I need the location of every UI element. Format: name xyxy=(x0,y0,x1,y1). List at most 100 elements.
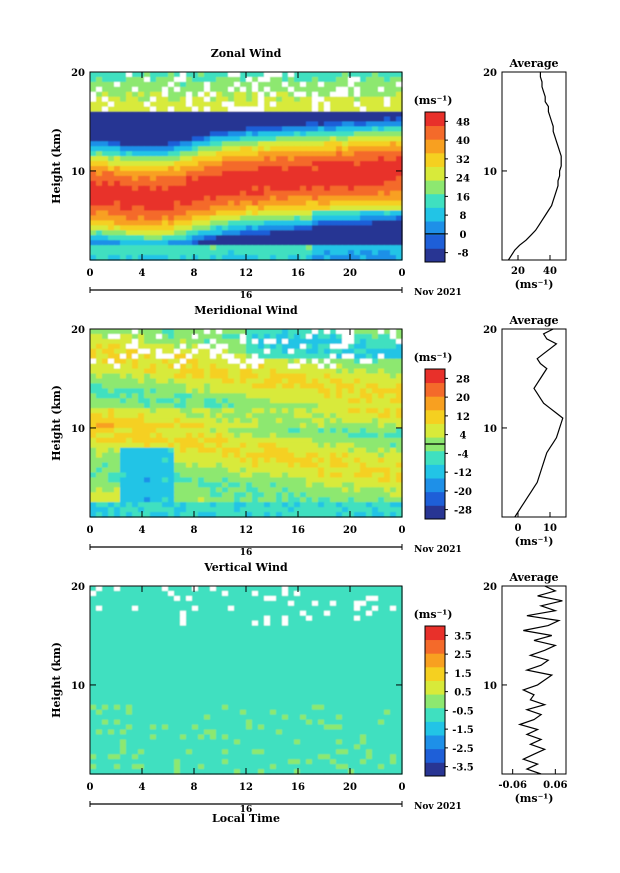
heatmap-cell xyxy=(180,447,187,454)
heatmap-cell xyxy=(252,502,259,508)
heatmap-cell xyxy=(126,200,133,207)
heatmap-cell xyxy=(270,665,277,671)
heatmap-cell xyxy=(282,255,289,261)
heatmap-cell xyxy=(144,472,151,479)
heatmap-cell xyxy=(216,590,223,597)
heatmap-cell xyxy=(282,625,289,632)
heatmap-cell xyxy=(378,462,385,469)
heatmap-cell xyxy=(228,447,235,454)
heatmap-cell xyxy=(246,235,253,241)
heatmap-cell xyxy=(90,368,97,375)
heatmap-cell xyxy=(246,161,253,167)
heatmap-cell xyxy=(132,393,139,399)
heatmap-cell xyxy=(378,660,385,666)
heatmap-cell xyxy=(300,427,307,434)
heatmap-cell xyxy=(144,462,151,469)
heatmap-cell xyxy=(336,467,343,474)
heatmap-cell xyxy=(258,610,265,617)
heatmap-cell xyxy=(288,368,295,375)
heatmap-cell xyxy=(312,457,319,464)
heatmap-cell xyxy=(102,338,109,345)
heatmap-cell xyxy=(102,255,109,261)
heatmap-cell xyxy=(246,368,253,375)
heatmap-cell xyxy=(144,403,151,409)
heatmap-cell xyxy=(336,151,343,157)
heatmap-cell xyxy=(312,230,319,236)
heatmap-cell xyxy=(264,383,271,389)
heatmap-cell xyxy=(330,101,337,108)
heatmap-cell xyxy=(108,586,115,592)
heatmap-cell xyxy=(150,358,157,365)
heatmap-cell xyxy=(126,136,133,142)
heatmap-cell xyxy=(390,348,397,355)
heatmap-cell xyxy=(294,442,301,449)
heatmap-cell xyxy=(330,116,337,123)
heatmap-cell xyxy=(180,106,187,113)
heatmap-cell xyxy=(306,76,313,83)
heatmap-cell xyxy=(168,512,175,518)
heatmap-cell xyxy=(222,156,229,162)
heatmap-cell xyxy=(246,245,253,251)
heatmap-cell xyxy=(342,91,349,98)
heatmap-cell xyxy=(114,472,121,479)
heatmap-cell xyxy=(96,215,103,222)
heatmap-cell xyxy=(396,215,403,222)
heatmap-cell xyxy=(96,472,103,479)
heatmap-cell xyxy=(300,368,307,375)
heatmap-cell xyxy=(342,432,349,439)
heatmap-cell xyxy=(204,333,211,340)
heatmap-cell xyxy=(90,210,97,217)
heatmap-cell xyxy=(114,141,121,147)
heatmap-cell xyxy=(330,615,337,622)
heatmap-cell xyxy=(240,240,247,246)
heatmap-cell xyxy=(300,442,307,449)
heatmap-cell xyxy=(270,215,277,222)
heatmap-cell xyxy=(330,595,337,602)
heatmap-cell xyxy=(264,388,271,394)
heatmap-cell xyxy=(258,126,265,132)
heatmap-cell xyxy=(294,240,301,246)
heatmap-cell xyxy=(162,512,169,518)
heatmap-cell xyxy=(258,595,265,602)
heatmap-cell xyxy=(348,418,355,424)
heatmap-cell xyxy=(96,393,103,399)
heatmap-cell xyxy=(186,383,193,389)
heatmap-cell xyxy=(348,348,355,355)
heatmap-cell xyxy=(360,161,367,167)
heatmap-cell xyxy=(162,447,169,454)
heatmap-cell xyxy=(246,220,253,226)
heatmap-cell xyxy=(276,378,283,385)
heatmap-cell xyxy=(318,393,325,399)
heatmap-cell xyxy=(234,368,241,375)
heatmap-cell xyxy=(288,86,295,93)
heatmap-cell xyxy=(102,329,109,335)
heatmap-cell xyxy=(240,437,247,444)
heatmap-cell xyxy=(258,175,265,182)
heatmap-cell xyxy=(264,333,271,340)
heatmap-cell xyxy=(294,126,301,132)
heatmap-cell xyxy=(216,96,223,103)
colorbar-segment xyxy=(425,248,445,263)
heatmap-cell xyxy=(366,141,373,147)
heatmap-cell xyxy=(282,492,289,498)
heatmap-cell xyxy=(192,398,199,404)
heatmap-cell xyxy=(114,136,121,142)
heatmap-cell xyxy=(384,378,391,385)
heatmap-cell xyxy=(96,343,103,350)
heatmap-cell xyxy=(168,388,175,394)
heatmap-cell xyxy=(108,383,115,389)
heatmap-cell xyxy=(102,156,109,162)
heatmap-cell xyxy=(354,615,361,622)
heatmap-cell xyxy=(246,156,253,162)
heatmap-cell xyxy=(138,348,145,355)
heatmap-cell xyxy=(108,333,115,340)
heatmap-cell xyxy=(252,106,259,113)
heatmap-cell xyxy=(198,413,205,419)
heatmap-cell xyxy=(162,121,169,128)
heatmap-cell xyxy=(378,472,385,479)
heatmap-cell xyxy=(264,487,271,493)
heatmap-cell xyxy=(252,353,259,360)
heatmap-cell xyxy=(174,467,181,474)
heatmap-cell xyxy=(234,492,241,498)
heatmap-cell xyxy=(138,630,145,637)
